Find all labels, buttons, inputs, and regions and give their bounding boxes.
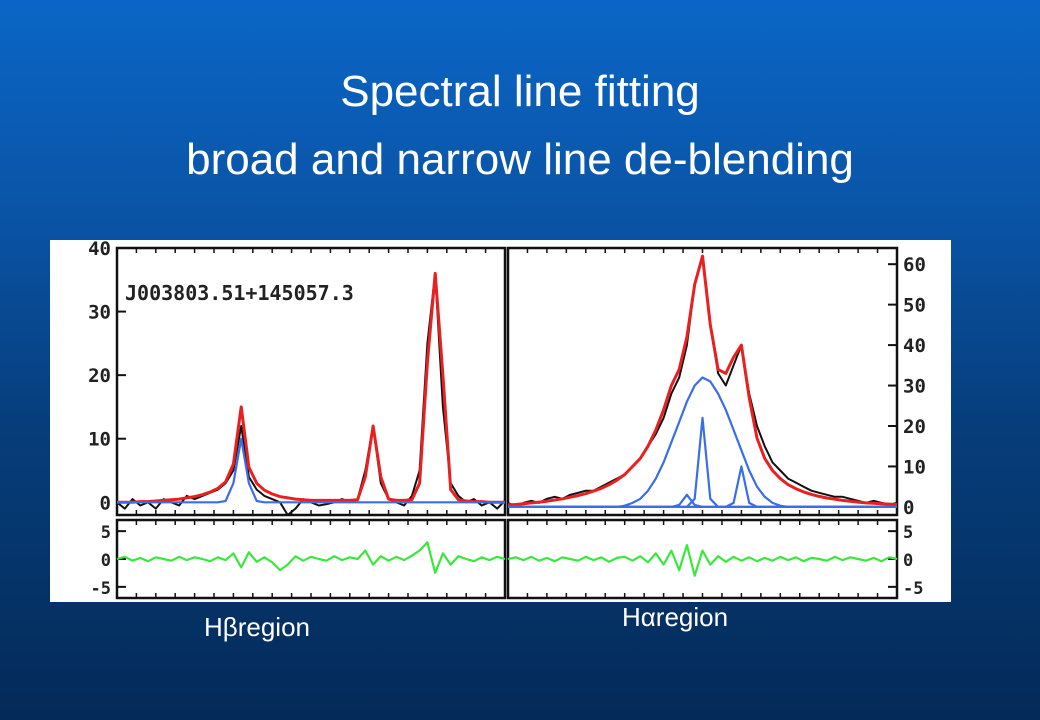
series-line-2 [508, 376, 897, 508]
series-line-1 [117, 271, 505, 504]
y-tick-label: 5 [101, 523, 111, 543]
slide-title-line2: broad and narrow line de-blending [186, 135, 854, 184]
series-line-2 [117, 437, 505, 504]
spectral-fit-svg: 403020100J003803.51+145057.3605040302010… [88, 238, 926, 600]
h-alpha-region-caption: Hαregion [622, 602, 729, 632]
spectral-fit-figure: 40 30 20 10 0 J003803.51+145057.3 60 50 40 30 20 10… [50, 238, 951, 602]
y-tick-label: 0 [101, 551, 111, 571]
series-line-0 [507, 255, 898, 508]
y-tick-label: 10 [88, 429, 111, 451]
y-tick-label: 20 [903, 416, 926, 438]
object-id-annotation: J003803.51+145057.3 [125, 281, 354, 305]
y-tick-label: 5 [903, 523, 913, 543]
slide-title-line1: Spectral line fitting [340, 67, 700, 116]
y-tick-label: 0 [903, 497, 914, 519]
y-tick-label: -5 [91, 579, 111, 599]
series-line-4 [508, 416, 897, 508]
y-tick-label: 40 [903, 335, 926, 357]
y-tick-label: 40 [88, 240, 111, 260]
y-tick-label: 60 [903, 254, 926, 276]
series-line-5 [508, 465, 897, 508]
y-tick-label: 10 [903, 456, 926, 478]
panel-frame [506, 246, 899, 517]
y-tick-label: 0 [100, 492, 111, 514]
y-tick-label: -5 [903, 579, 923, 599]
y-tick-label: 30 [903, 376, 926, 398]
h-beta-region-caption: Hβregion [204, 612, 311, 642]
series-line-0 [116, 272, 506, 516]
y-tick-label: 50 [903, 295, 926, 317]
y-tick-label: 0 [903, 551, 913, 571]
series-line-0 [116, 541, 506, 574]
y-tick-label: 20 [88, 365, 111, 387]
series-line-0 [507, 544, 898, 577]
y-tick-label: 30 [88, 302, 111, 324]
series-line-1 [507, 254, 898, 507]
